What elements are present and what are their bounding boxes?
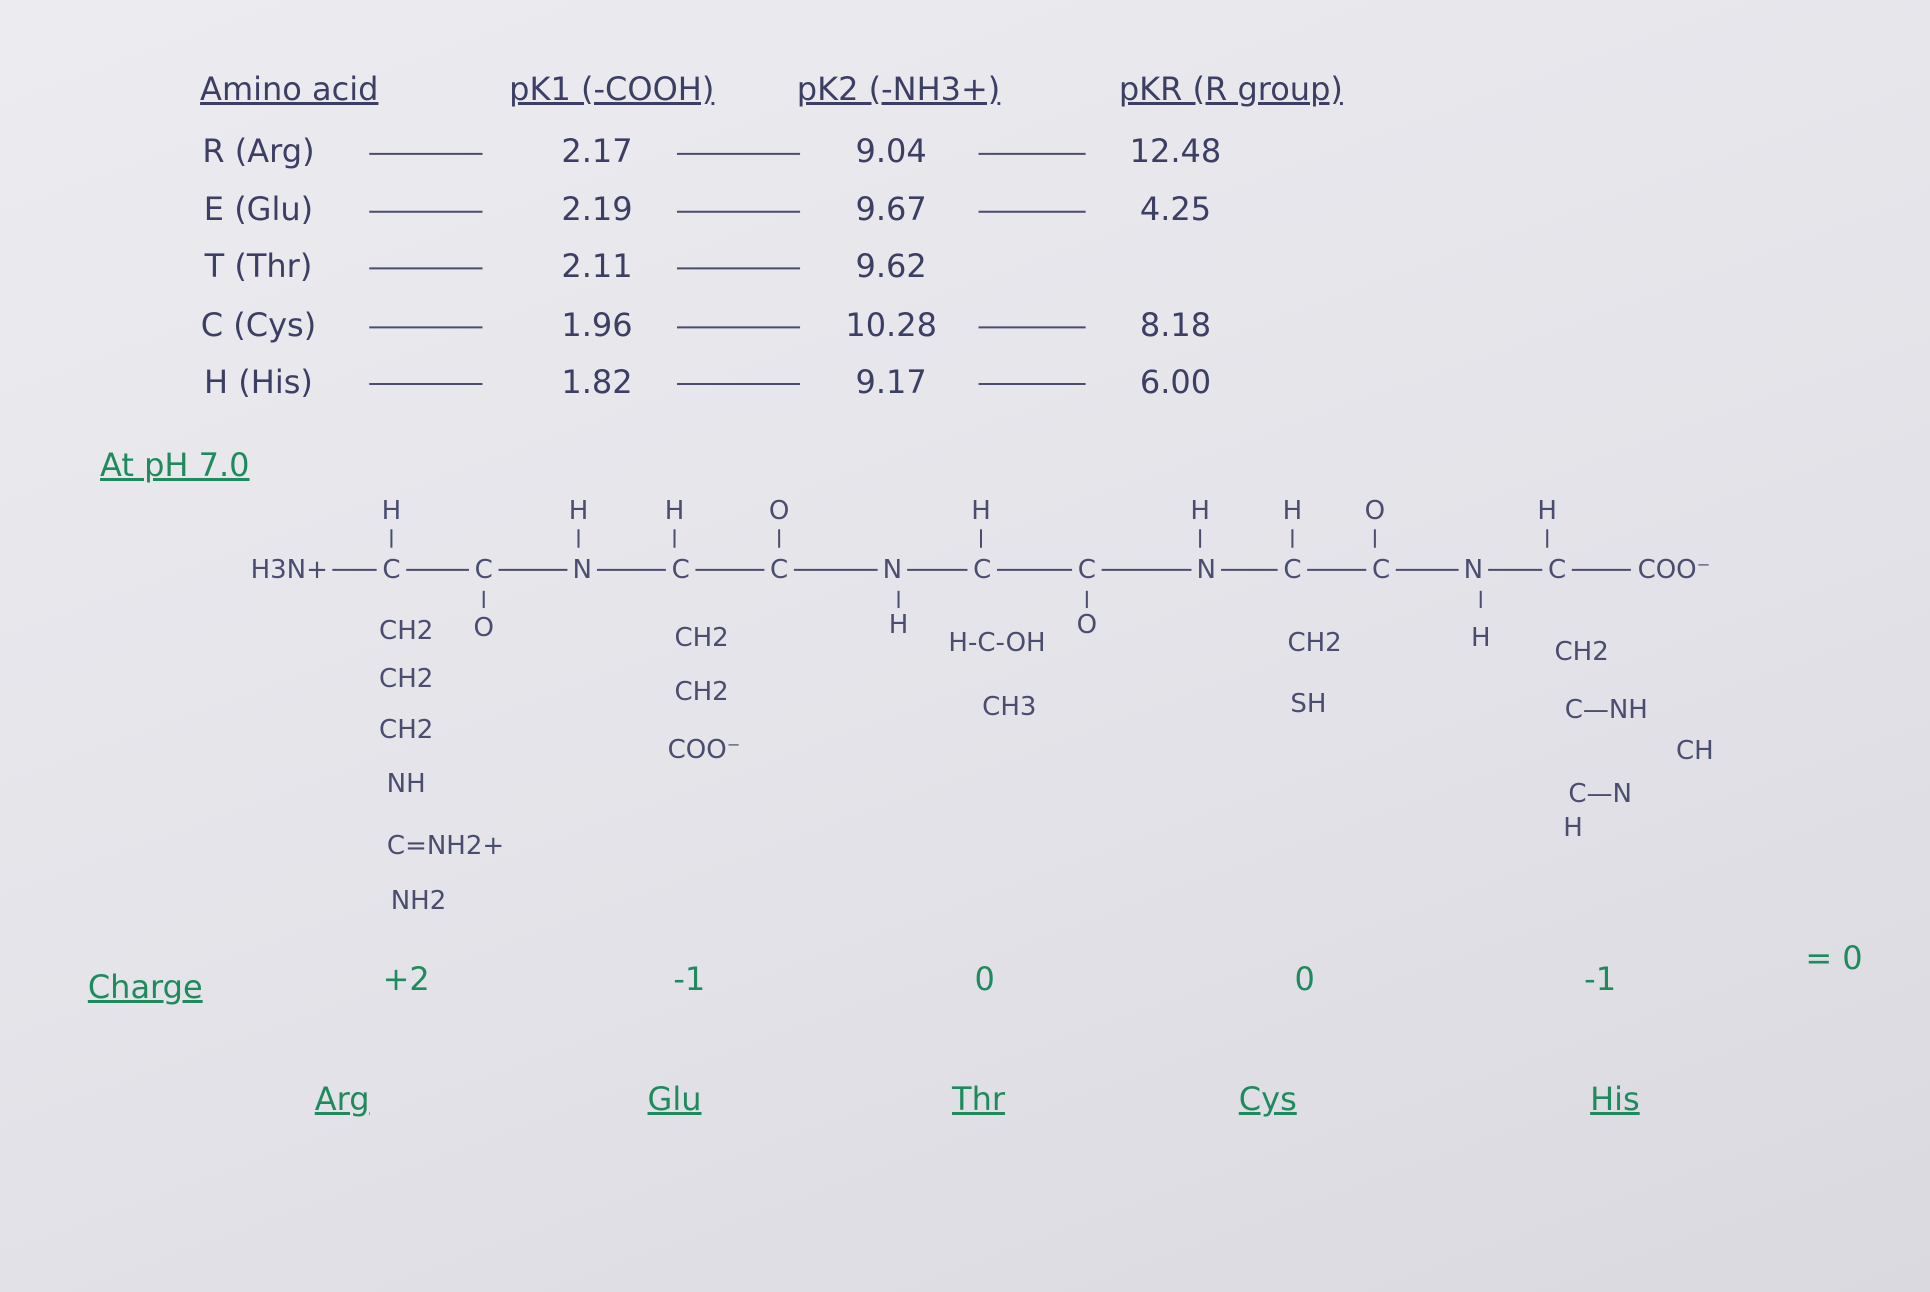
atom: H [1282,495,1303,526]
table-header: pK1 (-COOH) [509,69,715,108]
atom: NH2 [390,885,447,916]
atom: CH2 [379,714,434,745]
table-cell: 2.19 [561,190,633,229]
section-heading: At pH 7.0 [100,446,250,485]
atom: C [1283,554,1302,585]
atom: C [474,554,493,585]
atom: C [1077,554,1096,585]
atom: COO⁻ [667,734,741,765]
atom: H3N+ [250,554,328,585]
atom: CH2 [379,616,434,647]
table-header: pK2 (-NH3+) [796,69,1001,108]
atom: C [1371,554,1391,585]
charge-value: -1 [673,959,706,998]
residue-name: His [1590,1080,1640,1119]
atom: CH [1676,735,1714,766]
charge-total: = 0 [1805,938,1863,977]
atom: CH2 [1287,627,1342,658]
atom: N [572,554,592,585]
atom: H [888,610,909,641]
atom: N [1196,554,1216,585]
table-cell: 2.17 [561,132,633,171]
table-cell: 9.62 [855,246,927,285]
atom: H [971,495,991,526]
atom: O [768,495,790,526]
table-cell: 8.18 [1139,305,1212,344]
charge-value: -1 [1584,959,1617,998]
atom: C [1547,554,1567,585]
table-cell: 9.04 [855,132,927,171]
atom: COO⁻ [1637,554,1711,585]
residue-name: Glu [647,1080,702,1119]
atom: CH2 [379,664,434,695]
atom: H [1563,813,1583,844]
charge-label: Charge [87,968,203,1007]
table-cell: C (Cys) [200,305,317,344]
table-cell: 2.11 [561,246,633,285]
atom: C [973,554,992,585]
atom: CH3 [982,691,1037,722]
table-cell: 1.96 [561,305,633,344]
atom: C [382,554,401,585]
residue-name: Cys [1238,1080,1297,1119]
atom: NH [386,769,426,800]
atom: H [381,495,402,526]
atom: C—NH [1564,695,1648,726]
atom: CH2 [674,622,729,653]
charge-value: 0 [974,959,995,998]
atom: C=NH2+ [386,830,505,861]
atom: C—N [1568,778,1632,809]
charge-value: 0 [1294,959,1315,998]
atom: C [770,554,789,585]
table-cell: 4.25 [1139,190,1212,229]
table-cell: 6.00 [1139,362,1212,401]
residue-name: Arg [314,1080,370,1119]
table-cell: T (Thr) [204,246,313,285]
atom: CH2 [1554,637,1609,668]
atom: H [1470,622,1491,653]
atom: H [568,495,589,526]
table-cell: 1.82 [561,362,633,401]
charge-value: +2 [382,959,430,998]
table-cell: R (Arg) [202,132,315,171]
table-cell: 9.17 [855,362,927,401]
atom: O [1076,610,1098,641]
residue-name: Thr [952,1080,1006,1119]
table-header: pKR (R group) [1118,69,1343,108]
table-cell: 9.67 [855,190,927,229]
atom: H-C-OH [948,627,1046,658]
table-cell: 12.48 [1129,132,1222,171]
atom: O [1364,495,1386,526]
atom: H [1190,495,1210,526]
table-cell: E (Glu) [203,190,314,229]
atom: O [473,612,494,643]
atom: C [671,554,690,585]
atom: H [664,495,685,526]
table-cell: 10.28 [845,305,937,344]
atom: N [1463,554,1484,585]
atom: SH [1290,689,1327,720]
table-cell: H (His) [204,362,313,401]
table-header: Amino acid [200,69,379,108]
atom: N [882,554,903,585]
atom: H [1537,495,1557,526]
atom: CH2 [674,676,729,707]
